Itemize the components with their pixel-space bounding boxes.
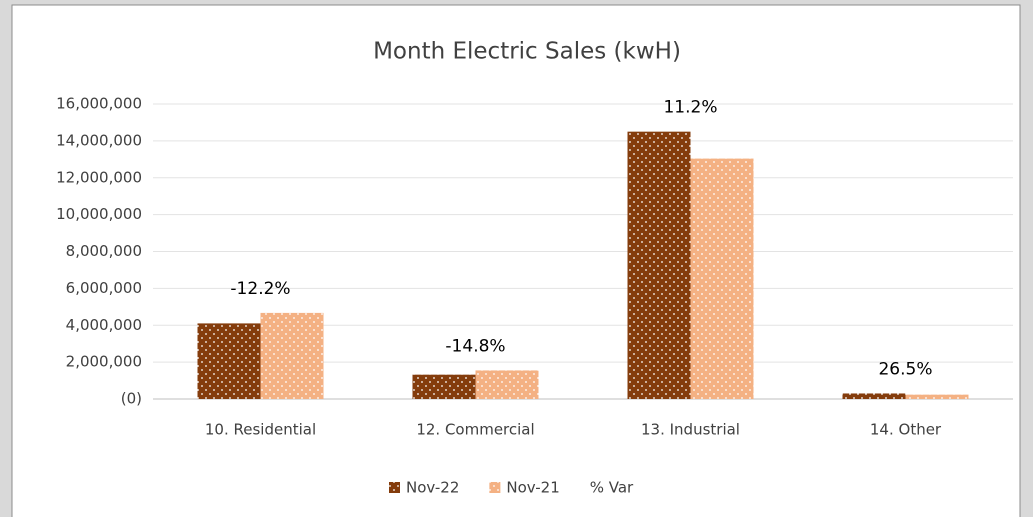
y-tick-label: 6,000,000 xyxy=(66,279,142,297)
legend-swatch-pattern xyxy=(489,482,501,493)
bar-pattern xyxy=(905,394,969,399)
y-tick-label: 8,000,000 xyxy=(66,242,142,260)
data-label: 11.2% xyxy=(663,98,717,118)
x-tick-label: 12. Commercial xyxy=(416,421,534,439)
legend-label: % Var xyxy=(590,479,634,497)
legend-label: Nov-21 xyxy=(506,479,559,497)
bar-pattern xyxy=(412,374,476,399)
bar-pattern xyxy=(690,158,754,399)
y-tick-label: 16,000,000 xyxy=(56,95,142,113)
bar-pattern xyxy=(627,131,691,399)
legend-label: Nov-22 xyxy=(406,479,459,497)
chart-area xyxy=(11,4,1021,517)
x-tick-label: 13. Industrial xyxy=(641,421,740,439)
bar-pattern xyxy=(475,370,539,399)
y-tick-label: (0) xyxy=(121,390,142,408)
y-tick-label: 4,000,000 xyxy=(66,316,142,334)
data-label: -14.8% xyxy=(445,336,505,356)
chart-title: Month Electric Sales (kwH) xyxy=(373,39,681,65)
y-tick-label: 12,000,000 xyxy=(56,168,142,186)
bar-pattern xyxy=(260,312,324,399)
data-label: -12.2% xyxy=(230,279,290,299)
bar-pattern xyxy=(197,323,261,399)
y-tick-label: 14,000,000 xyxy=(56,131,142,149)
x-tick-label: 10. Residential xyxy=(205,421,316,439)
data-label: 26.5% xyxy=(878,359,932,379)
legend-swatch-pattern xyxy=(389,482,400,493)
bar-pattern xyxy=(842,393,906,399)
y-tick-label: 2,000,000 xyxy=(66,353,142,371)
y-tick-label: 10,000,000 xyxy=(56,205,142,223)
x-tick-label: 14. Other xyxy=(870,421,942,439)
